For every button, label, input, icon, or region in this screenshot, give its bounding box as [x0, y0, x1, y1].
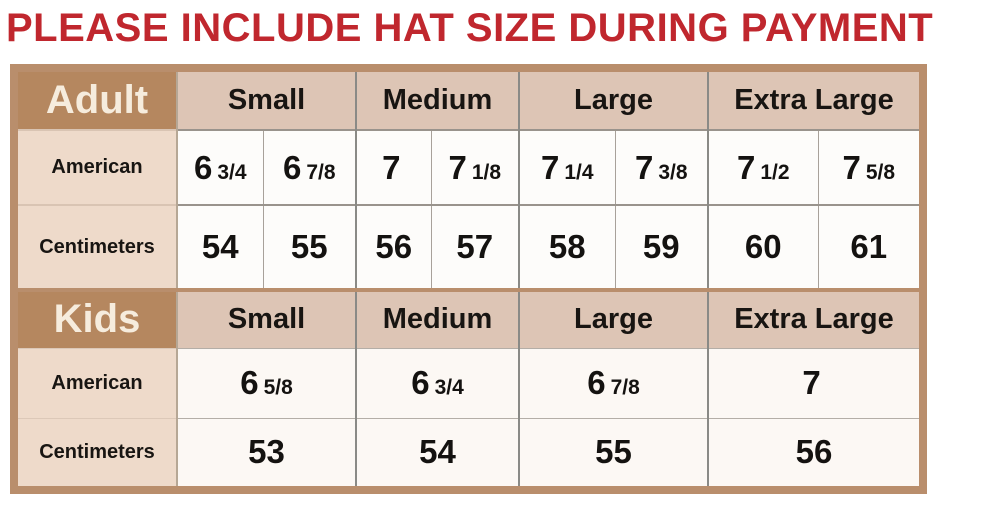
kids-centimeters-label: Centimeters — [14, 417, 177, 490]
size-whole: 7 — [448, 148, 467, 186]
adult-size-header-medium: Medium — [355, 68, 519, 130]
size-fraction: 3/8 — [658, 160, 688, 184]
kids-centimeters-value: 56 — [707, 417, 923, 490]
kids-size-header-large: Large — [518, 288, 708, 348]
size-fraction: 1/4 — [564, 160, 594, 184]
kids-centimeters-row: Centimeters 53 54 55 56 — [14, 417, 923, 490]
size-fraction: 3/4 — [434, 376, 464, 399]
page-title: PLEASE INCLUDE HAT SIZE DURING PAYMENT — [6, 6, 934, 50]
kids-size-header-small: Small — [176, 288, 356, 348]
adult-centimeters-value: 58 — [518, 204, 615, 290]
size-fraction: 1/2 — [760, 160, 790, 184]
adult-centimeters-value: 56 — [355, 204, 431, 290]
size-whole: 7 — [842, 148, 861, 186]
kids-header-row: Kids Small Medium Large Extra Large — [14, 288, 923, 348]
kids-centimeters-value: 53 — [176, 417, 356, 490]
kids-size-header-medium: Medium — [355, 288, 519, 348]
size-fraction: 7/8 — [306, 160, 336, 184]
adult-centimeters-value: 54 — [176, 204, 263, 290]
kids-american-row: American 6 5/8 6 3/4 6 7/8 7 — [14, 347, 923, 418]
size-whole: 7 — [802, 364, 821, 401]
size-fraction: 5/8 — [865, 160, 896, 184]
size-fraction: 1/8 — [471, 160, 502, 184]
adult-centimeters-value: 59 — [614, 204, 708, 290]
size-whole: 6 — [240, 364, 259, 401]
adult-american-value: 7 1/8 — [430, 129, 519, 205]
adult-american-label: American — [14, 129, 177, 205]
adult-size-header-extra-large: Extra Large — [707, 68, 923, 130]
kids-american-value: 6 5/8 — [176, 347, 356, 418]
adult-centimeters-label: Centimeters — [14, 204, 177, 290]
hat-size-table: Adult Small Medium Large Extra Large Ame… — [10, 64, 927, 494]
kids-american-value: 6 3/4 — [355, 347, 519, 418]
size-whole: 7 — [382, 148, 401, 186]
size-whole: 6 — [193, 148, 213, 186]
adult-american-row: American 6 3/4 6 7/8 7 7 1/8 7 1/4 7 3/8 7 1/2… — [14, 129, 923, 205]
adult-centimeters-value: 60 — [707, 204, 818, 290]
adult-american-value: 7 3/8 — [614, 129, 708, 205]
size-whole: 7 — [736, 148, 756, 186]
size-whole: 6 — [587, 364, 606, 401]
adult-american-value: 7 1/4 — [518, 129, 615, 205]
size-fraction: 3/4 — [217, 160, 247, 184]
kids-size-header-extra-large: Extra Large — [707, 288, 923, 348]
size-whole: 7 — [634, 148, 654, 186]
adult-centimeters-row: Centimeters 54 55 56 57 58 59 60 61 — [14, 204, 923, 290]
size-fraction: 7/8 — [610, 376, 640, 399]
adult-american-value: 7 5/8 — [817, 129, 923, 205]
kids-american-value: 7 — [707, 347, 923, 418]
adult-size-header-large: Large — [518, 68, 708, 130]
adult-section-label: Adult — [14, 68, 177, 130]
adult-centimeters-value: 61 — [817, 204, 923, 290]
kids-american-value: 6 7/8 — [518, 347, 708, 418]
adult-centimeters-value: 55 — [262, 204, 356, 290]
size-whole: 6 — [282, 148, 302, 186]
kids-centimeters-value: 55 — [518, 417, 708, 490]
adult-american-value: 6 3/4 — [176, 129, 263, 205]
adult-american-value: 7 — [355, 129, 431, 205]
adult-centimeters-value: 57 — [430, 204, 519, 290]
adult-american-value: 6 7/8 — [262, 129, 356, 205]
kids-centimeters-value: 54 — [355, 417, 519, 490]
size-whole: 7 — [540, 148, 560, 186]
kids-american-label: American — [14, 347, 177, 418]
adult-american-value: 7 1/2 — [707, 129, 818, 205]
kids-section-label: Kids — [14, 288, 177, 348]
size-whole: 6 — [411, 364, 430, 401]
size-fraction: 5/8 — [263, 376, 293, 399]
adult-size-header-small: Small — [176, 68, 356, 130]
adult-header-row: Adult Small Medium Large Extra Large — [14, 68, 923, 130]
